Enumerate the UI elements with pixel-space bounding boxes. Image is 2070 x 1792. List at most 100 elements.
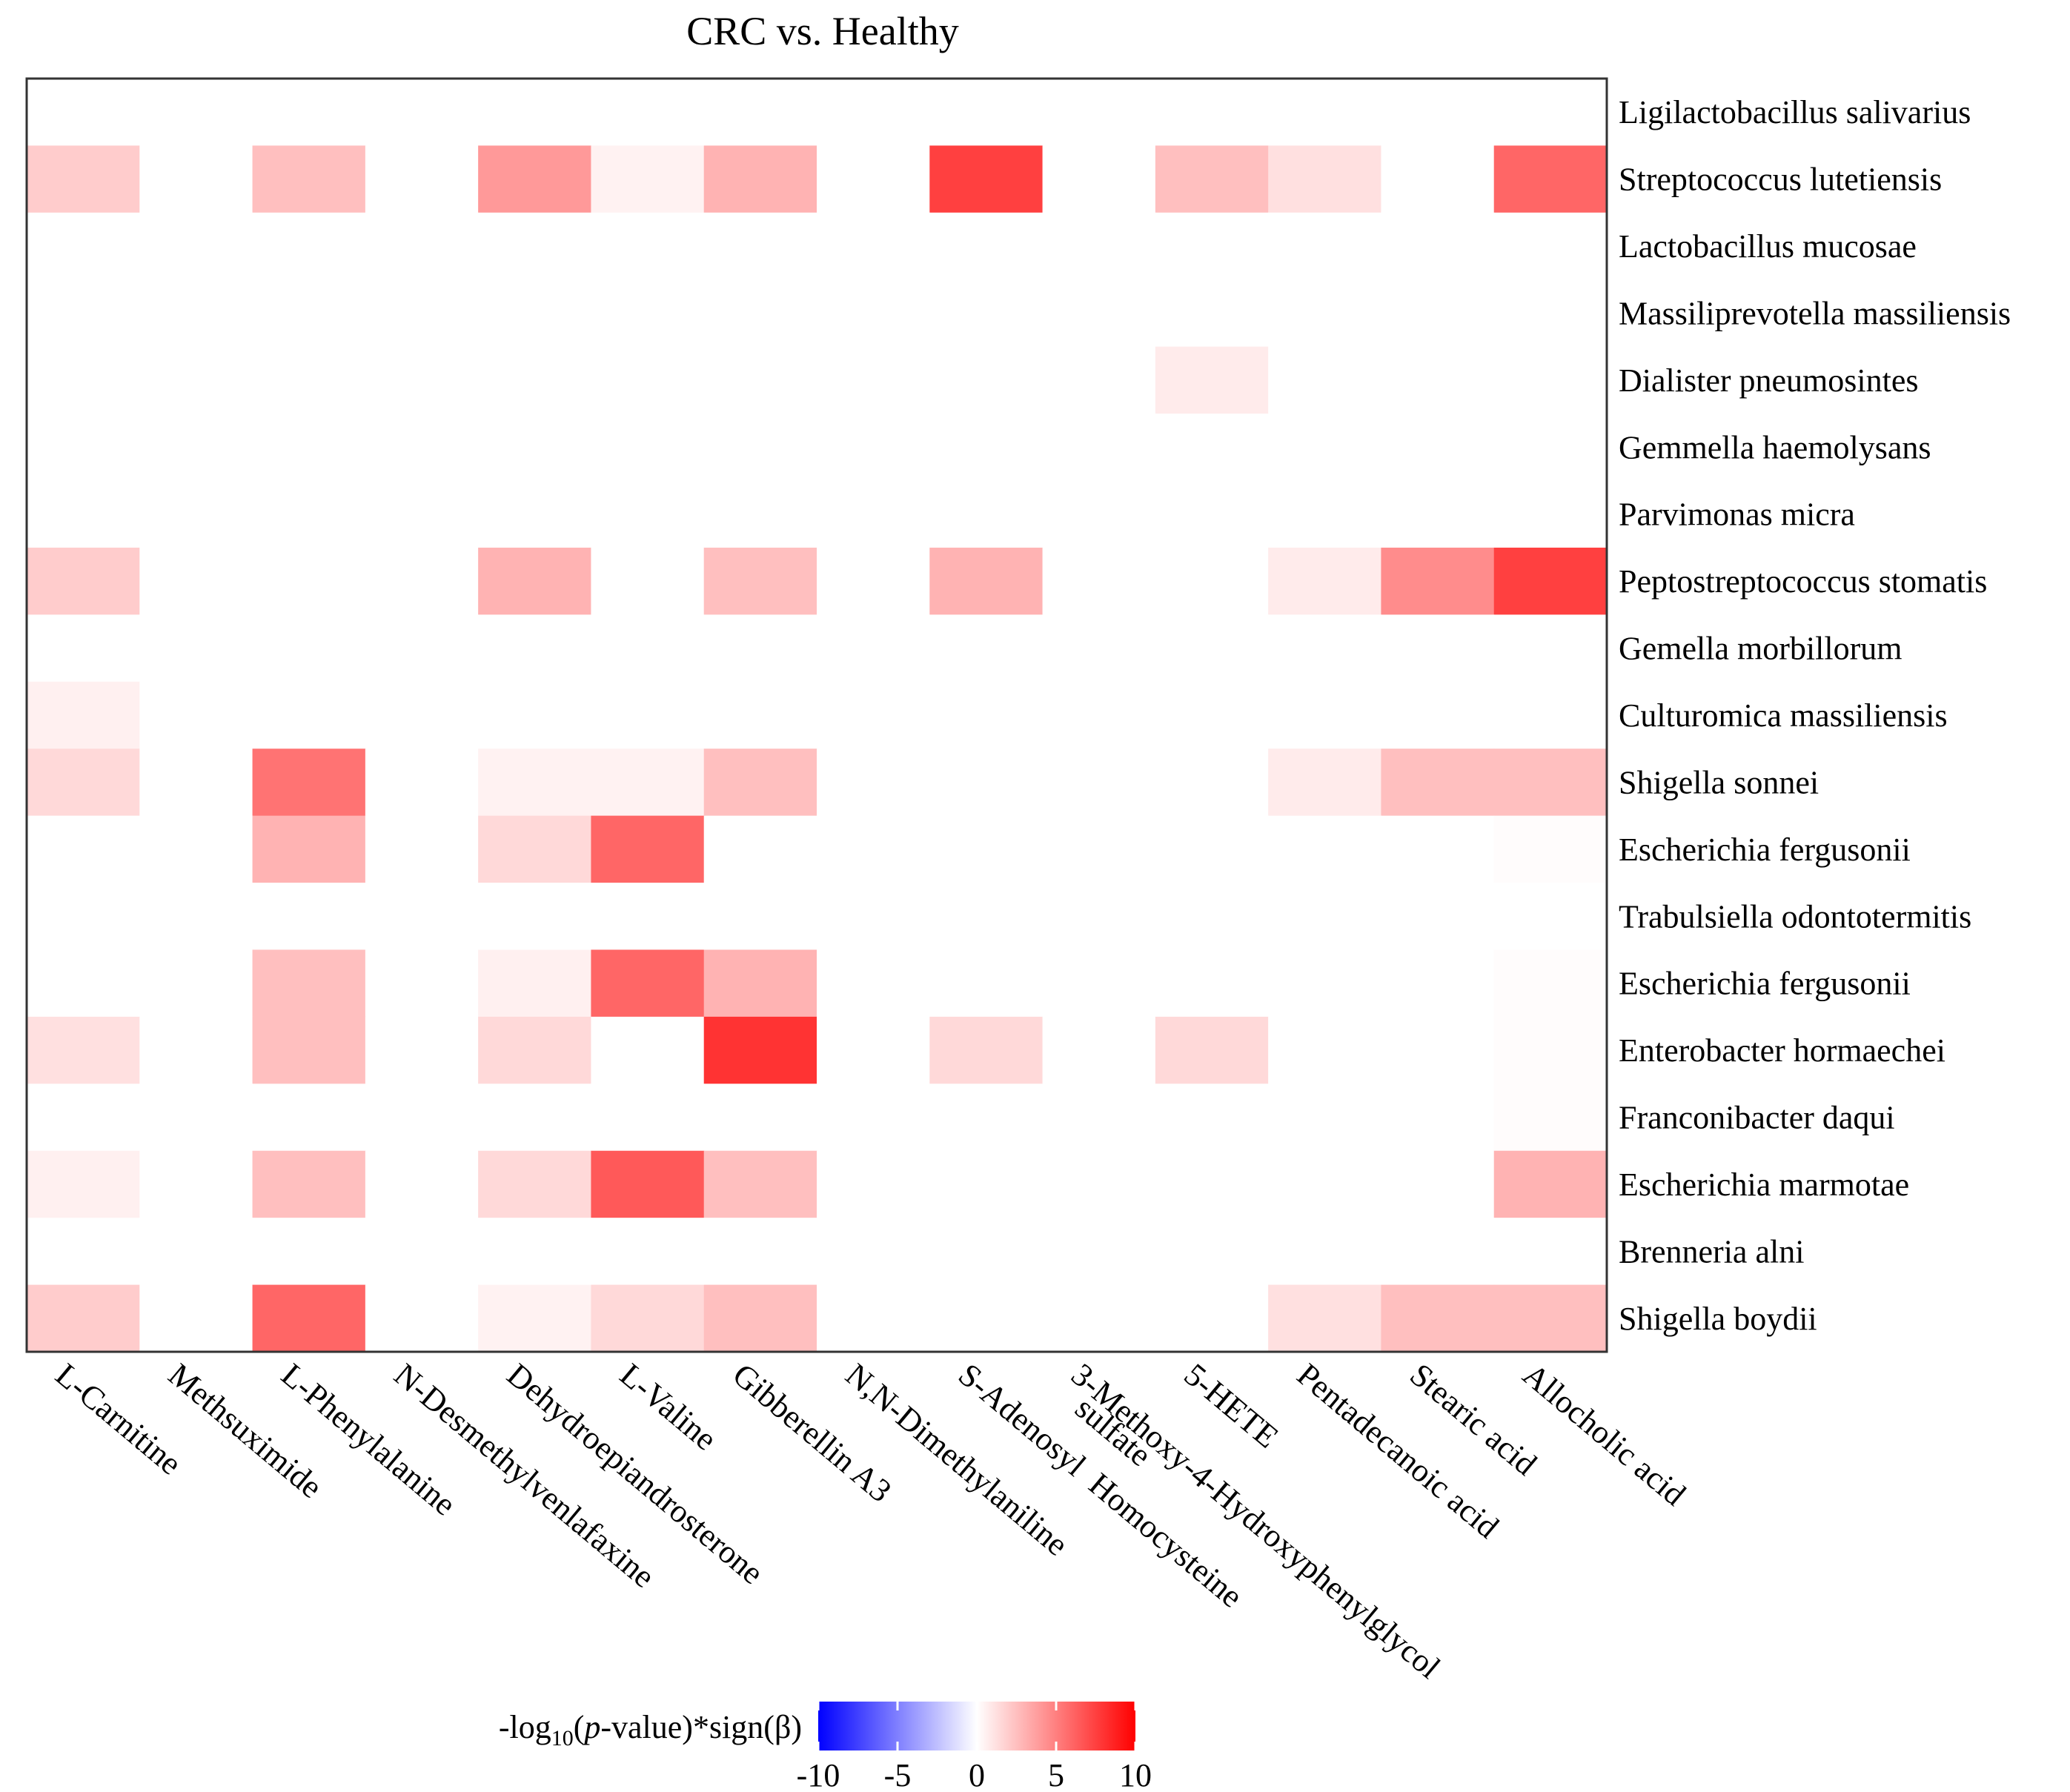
row-label: Gemmella haemolysans: [1619, 429, 1931, 465]
heatmap-cell: [252, 949, 366, 1018]
heatmap-cell: [591, 1150, 705, 1218]
heatmap-cell: [1268, 749, 1382, 817]
heatmap-cell: [703, 547, 817, 615]
heatmap-cell: [1381, 1016, 1495, 1084]
heatmap-cell: [365, 681, 479, 749]
heatmap-cell: [27, 1150, 140, 1218]
heatmap-cell: [1155, 1218, 1269, 1286]
heatmap-cell: [27, 1084, 140, 1152]
colorbar: -log10(p-value)*sign(β) -10 -5 0 5 10: [499, 1702, 1152, 1792]
row-label: Escherichia marmotae: [1619, 1167, 1909, 1203]
heatmap-cell: [1268, 79, 1382, 147]
heatmap-cell: [139, 614, 253, 683]
heatmap-cell: [1155, 749, 1269, 817]
row-label: Streptococcus lutetiensis: [1619, 162, 1942, 198]
heatmap-cell: [27, 949, 140, 1018]
heatmap-cell: [1155, 614, 1269, 683]
heatmap-cell: [929, 145, 1044, 213]
heatmap-cell: [1493, 212, 1608, 280]
heatmap-cell: [929, 480, 1044, 548]
heatmap-cell: [1381, 1218, 1495, 1286]
heatmap-cell: [1493, 1218, 1608, 1286]
column-label: Pentadecanoic acid: [1290, 1356, 1506, 1545]
heatmap-cell: [365, 1150, 479, 1218]
heatmap-cell: [817, 212, 930, 280]
heatmap-cell: [1155, 547, 1269, 615]
heatmap-cell: [1042, 279, 1156, 348]
heatmap-cell: [1381, 1284, 1495, 1353]
row-label: Gemella morbillorum: [1619, 631, 1902, 667]
heatmap-cell: [591, 346, 705, 414]
heatmap-cell: [27, 883, 140, 951]
heatmap-cell: [478, 949, 592, 1018]
heatmap-cell: [929, 815, 1044, 883]
heatmap-cell: [252, 614, 366, 683]
heatmap-cell: [703, 79, 817, 147]
heatmap-cell: [1042, 346, 1156, 414]
heatmap-cell: [252, 212, 366, 280]
heatmap-cell: [591, 547, 705, 615]
heatmap-cell: [27, 614, 140, 683]
heatmap-cell: [365, 79, 479, 147]
heatmap-cell: [1155, 279, 1269, 348]
heatmap-cell: [1155, 1016, 1269, 1084]
heatmap-cell: [591, 145, 705, 213]
heatmap-cells: [27, 79, 1608, 1353]
heatmap-cell: [591, 212, 705, 280]
heatmap-cell: [591, 1084, 705, 1152]
heatmap-cell: [1493, 883, 1608, 951]
colorbar-label: -log10(p-value)*sign(β): [499, 1709, 802, 1750]
heatmap-cell: [1042, 480, 1156, 548]
heatmap-cell: [365, 1084, 479, 1152]
heatmap-cell: [1268, 1150, 1382, 1218]
heatmap-cell: [27, 414, 140, 482]
heatmap-cell: [139, 547, 253, 615]
heatmap-cell: [1381, 547, 1495, 615]
heatmap-cell: [703, 815, 817, 883]
heatmap-cell: [1493, 547, 1608, 615]
heatmap-cell: [1042, 414, 1156, 482]
heatmap-cell: [1042, 949, 1156, 1018]
heatmap-cell: [929, 414, 1044, 482]
heatmap-cell: [817, 1084, 930, 1152]
heatmap-cell: [27, 815, 140, 883]
heatmap-cell: [1042, 1016, 1156, 1084]
heatmap-cell: [1042, 212, 1156, 280]
heatmap-cell: [252, 414, 366, 482]
row-label: Brenneria alni: [1619, 1233, 1804, 1270]
row-label: Shigella sonnei: [1619, 764, 1819, 800]
heatmap-cell: [929, 749, 1044, 817]
heatmap-cell: [1493, 681, 1608, 749]
heatmap-cell: [817, 614, 930, 683]
heatmap-cell: [929, 1016, 1044, 1084]
heatmap-cell: [1268, 480, 1382, 548]
heatmap-cell: [27, 1284, 140, 1353]
heatmap-cell: [365, 614, 479, 683]
column-label: L-Carnitine: [49, 1356, 189, 1481]
heatmap-cell: [139, 1150, 253, 1218]
heatmap-cell: [591, 614, 705, 683]
heatmap-cell: [1381, 480, 1495, 548]
heatmap-cell: [365, 279, 479, 348]
heatmap-cell: [1381, 1150, 1495, 1218]
heatmap-cell: [1493, 414, 1608, 482]
heatmap-cell: [929, 79, 1044, 147]
heatmap-cell: [139, 212, 253, 280]
heatmap-cell: [1042, 681, 1156, 749]
row-label: Dialister pneumosintes: [1619, 362, 1919, 399]
heatmap-cell: [591, 480, 705, 548]
colorbar-tick-label: -10: [797, 1757, 840, 1792]
heatmap-cell: [703, 949, 817, 1018]
heatmap-cell: [1155, 1084, 1269, 1152]
heatmap-cell: [27, 480, 140, 548]
heatmap-cell: [1155, 1150, 1269, 1218]
heatmap-cell: [817, 1284, 930, 1353]
heatmap-cell: [252, 480, 366, 548]
heatmap-cell: [365, 1016, 479, 1084]
column-labels: L-CarnitineMethsuximideL-PhenylalanineN-…: [49, 1356, 1693, 1685]
row-label: Escherichia fergusonii: [1619, 832, 1911, 868]
heatmap-cell: [1268, 279, 1382, 348]
heatmap-cell: [139, 883, 253, 951]
heatmap-cell: [929, 614, 1044, 683]
heatmap-cell: [1155, 681, 1269, 749]
